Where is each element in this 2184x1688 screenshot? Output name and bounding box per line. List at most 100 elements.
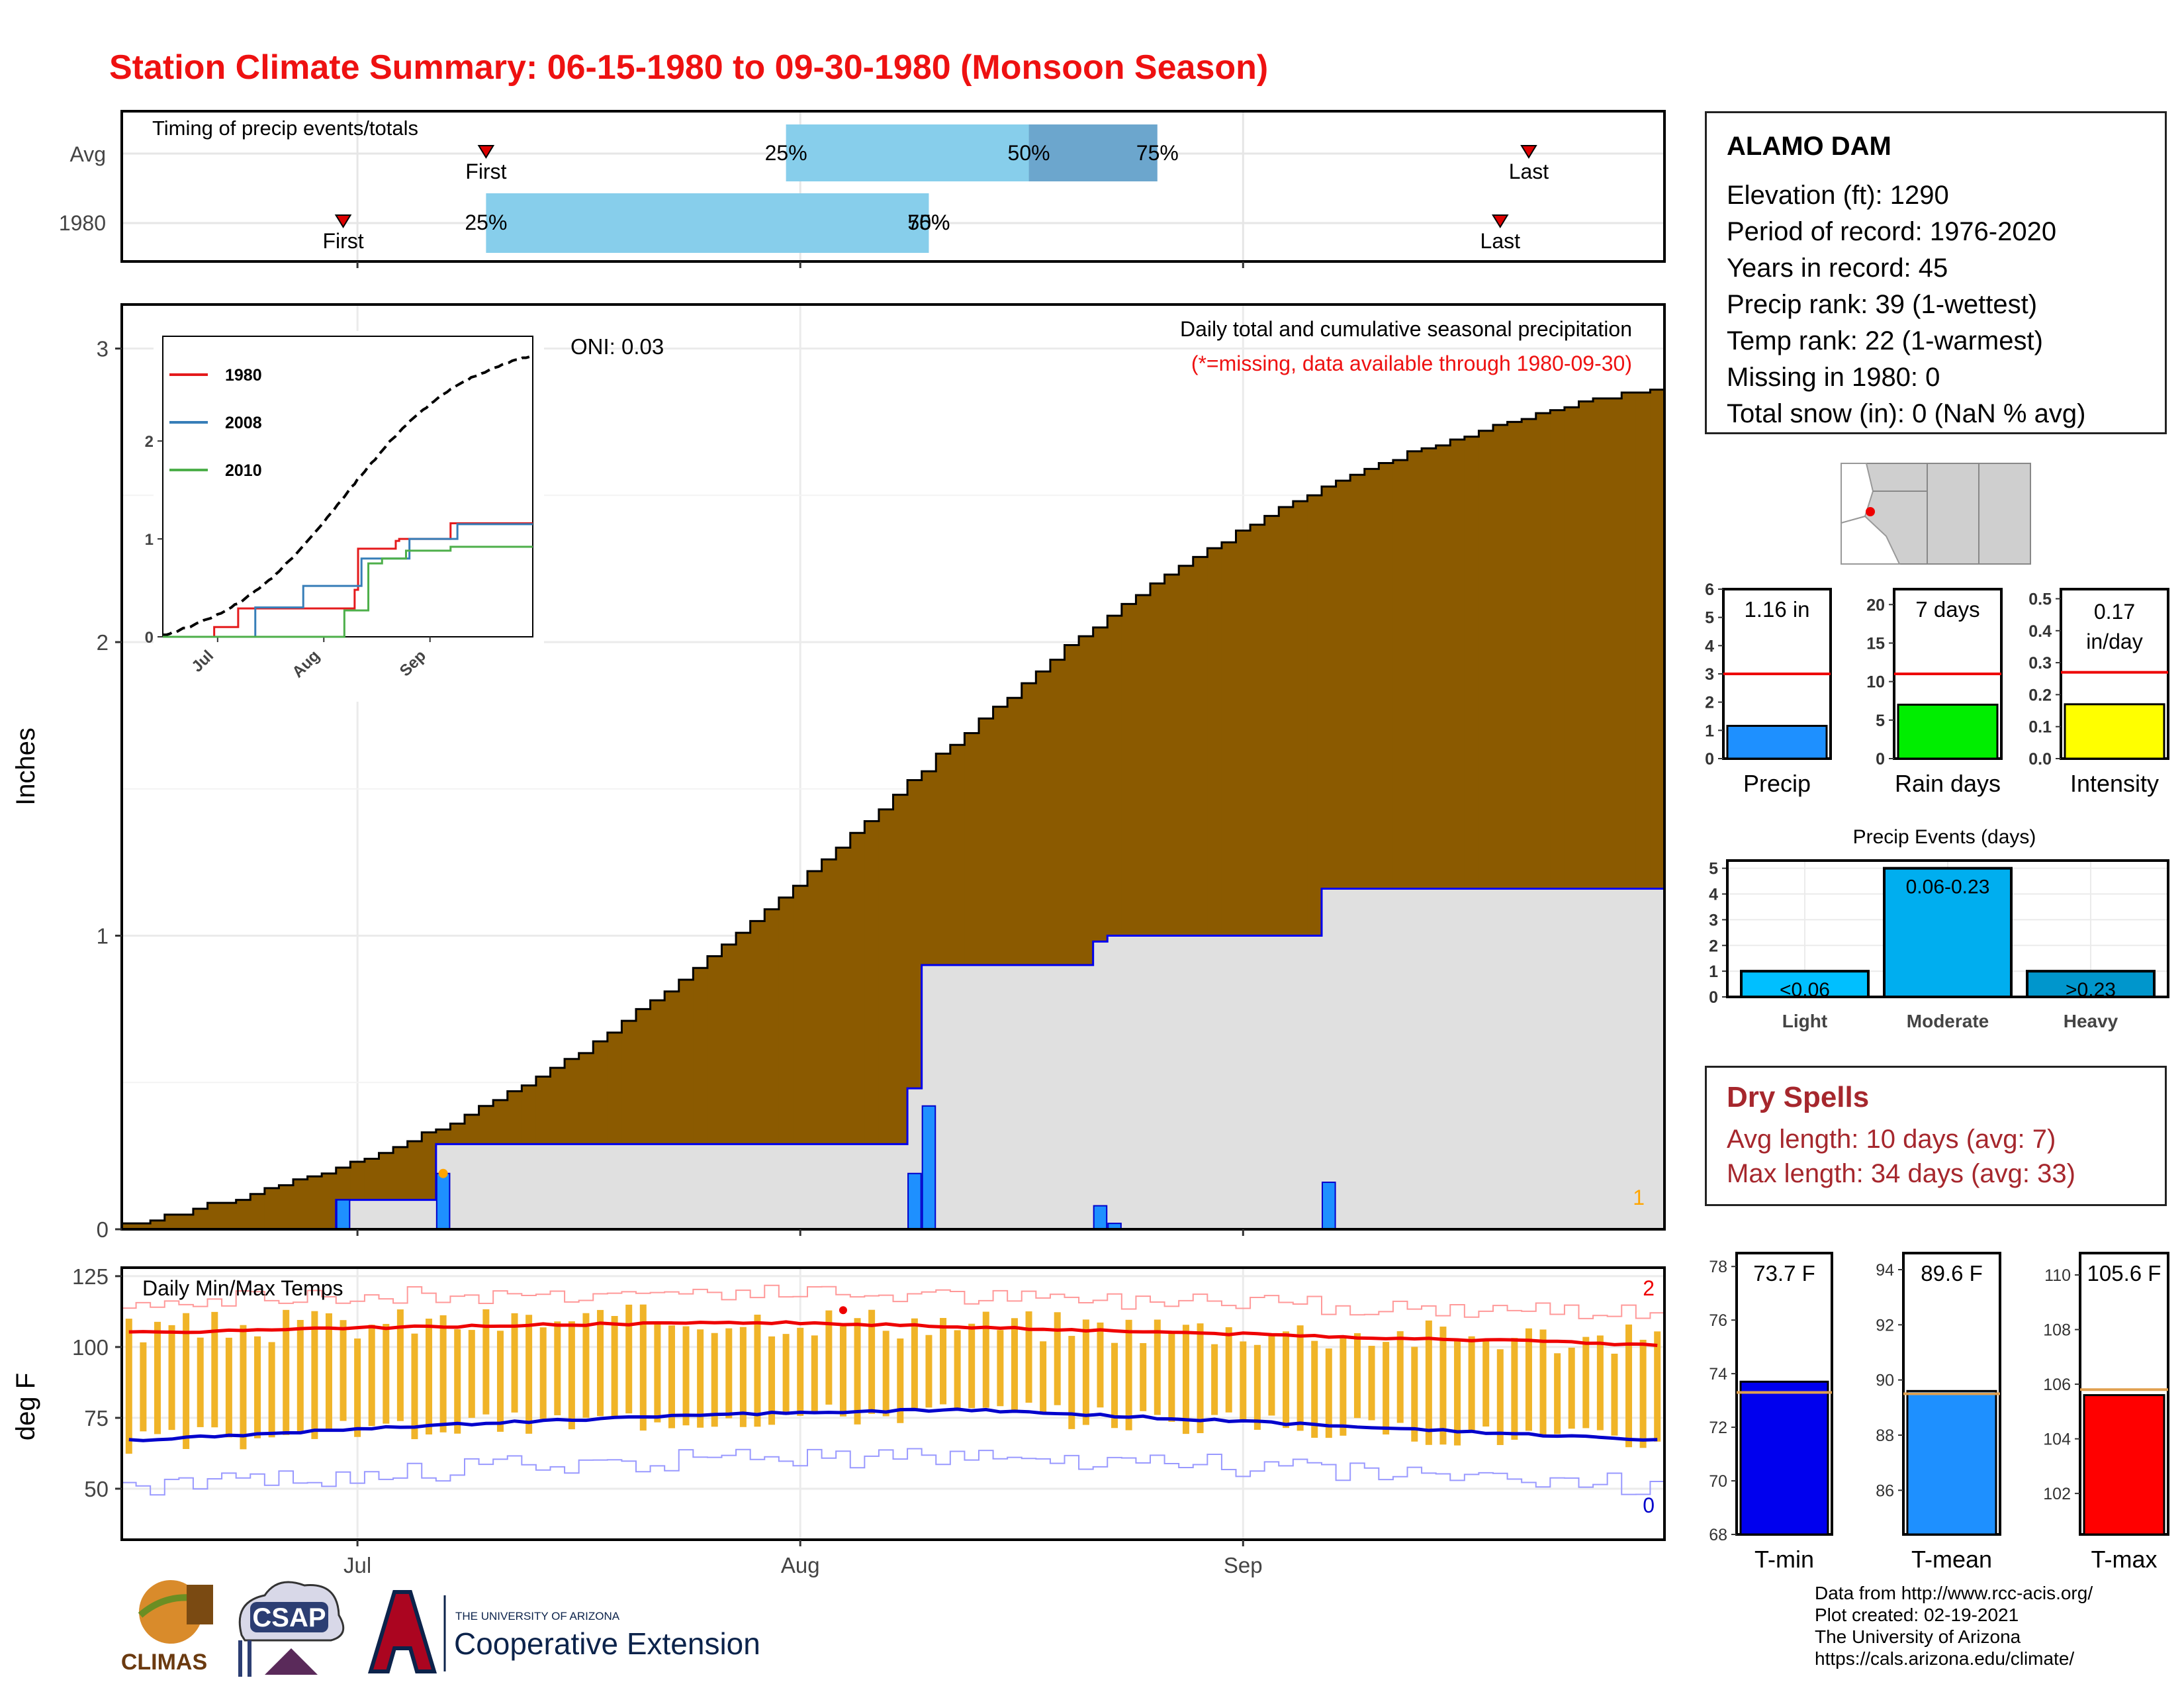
timing-1980-last-marker xyxy=(1492,214,1509,228)
main-missing-note: (*=missing, data available through 1980-… xyxy=(1191,352,1632,375)
deficit-area-segment xyxy=(1593,398,1608,889)
raindays-summary-tick-label: 5 xyxy=(1876,712,1885,730)
deficit-area-segment xyxy=(1650,389,1665,889)
station-info-box: ALAMO DAM Elevation (ft): 1290 Period of… xyxy=(1705,111,2167,434)
precip-events-tick-label: 0 xyxy=(1709,988,1718,1007)
deficit-area-segment xyxy=(322,1173,337,1229)
deficit-area-segment xyxy=(650,1000,665,1145)
deficit-area-segment xyxy=(936,753,951,965)
credits: Data from http://www.rcc-acis.org/ Plot … xyxy=(1815,1582,2093,1669)
daily-temp-range-bar xyxy=(697,1329,704,1428)
deficit-area-segment xyxy=(807,870,823,1145)
daily-temp-range-bar xyxy=(211,1311,218,1428)
timing-avg-first-marker xyxy=(477,145,495,159)
deficit-area-segment xyxy=(707,956,723,1145)
deficit-area-segment xyxy=(721,944,737,1145)
deficit-area-segment xyxy=(1493,424,1508,889)
precip-events-tick-label: 4 xyxy=(1709,886,1718,904)
temp-min-summary-tick-label: 76 xyxy=(1709,1311,1727,1330)
precip-events-bar xyxy=(1883,867,2013,999)
deficit-area-segment xyxy=(350,1161,365,1200)
precip-events-bar xyxy=(2026,970,2156,999)
daily-temp-range-bar xyxy=(168,1325,175,1430)
precip-events-tick-label: 5 xyxy=(1709,860,1718,878)
deficit-area-segment xyxy=(693,968,708,1145)
station-elevation: Elevation (ft): 1290 xyxy=(1727,181,1949,210)
locator-map-mexico xyxy=(1841,515,1901,565)
daily-temp-range-bar xyxy=(1411,1346,1418,1442)
daily-temp-range-bar xyxy=(1425,1320,1432,1445)
deficit-area-segment xyxy=(1136,595,1151,936)
daily-temp-range-bar xyxy=(1268,1335,1275,1416)
daily-temp-range-bar xyxy=(782,1334,790,1415)
precip-summary-tick-label: 0 xyxy=(1705,750,1714,769)
precip-summary-bar xyxy=(1726,725,1828,760)
daily-temp-range-bar xyxy=(811,1335,818,1414)
daily-temp-range-bar xyxy=(125,1319,132,1454)
daily-temp-range-bar xyxy=(1225,1327,1232,1413)
timing-1980-q75-label: 75% xyxy=(907,211,950,234)
raindays-summary-value-label: 7 days xyxy=(1915,597,1979,622)
timing-row-label-1980: 1980 xyxy=(59,211,106,235)
timing-1980-first-marker xyxy=(334,214,352,228)
timing-1980-quartile-bar xyxy=(486,193,929,253)
daily-temp-range-bar xyxy=(882,1331,889,1417)
inset-line-2008 xyxy=(163,523,533,638)
daily-temp-range-bar xyxy=(1439,1327,1447,1445)
csap-logo-text: CSAP xyxy=(252,1603,326,1632)
daily-temp-range-bar xyxy=(1154,1319,1161,1415)
daily-temp-range-bar xyxy=(468,1330,475,1418)
intensity-summary-tick-label: 0.1 xyxy=(2028,718,2052,737)
deficit-area-segment xyxy=(1322,486,1337,889)
deficit-area-segment xyxy=(379,1152,394,1200)
main-y-tick-label: 2 xyxy=(97,630,109,655)
daily-temp-range-bar xyxy=(454,1329,461,1434)
csap-logo-badge xyxy=(250,1602,328,1632)
daily-temp-range-bar xyxy=(668,1325,675,1429)
daily-temp-range-bar xyxy=(539,1327,547,1419)
daily-precip-bar xyxy=(1093,1205,1108,1230)
deficit-area-segment xyxy=(578,1053,594,1145)
main-y-tick-label: 0 xyxy=(97,1217,109,1242)
timing-avg-q75-label: 75% xyxy=(1136,141,1179,165)
deficit-area-segment xyxy=(1064,645,1079,965)
daily-temp-range-bar xyxy=(1311,1340,1318,1438)
deficit-area-segment xyxy=(1379,463,1394,889)
intensity-summary-bar xyxy=(2064,703,2165,760)
deficit-area-segment xyxy=(1036,671,1051,965)
daily-temp-range-bar xyxy=(225,1337,232,1438)
climas-logo-block xyxy=(187,1585,213,1624)
daily-temp-range-bar xyxy=(754,1315,761,1427)
deficit-area-segment xyxy=(1221,542,1237,936)
deficit-area-segment xyxy=(793,886,808,1145)
deficit-area-segment xyxy=(1464,436,1480,889)
temp-min-summary-tick-label: 78 xyxy=(1709,1258,1727,1276)
raindays-summary-axis-label: Rain days xyxy=(1895,770,2001,797)
climas-logo-text: CLIMAS xyxy=(121,1650,207,1675)
deficit-area-segment xyxy=(664,991,680,1145)
inset-legend-label: 2008 xyxy=(225,414,262,432)
main-y-tick-label: 3 xyxy=(97,337,109,361)
precip-events-bar-label: 0.06-0.23 xyxy=(1906,876,1990,898)
daily-temp-range-bar xyxy=(982,1311,989,1408)
daily-temp-range-bar xyxy=(1253,1344,1261,1430)
temp-min-summary-tick-label: 68 xyxy=(1709,1526,1727,1544)
inset-line-2010 xyxy=(163,545,533,638)
deficit-area-segment xyxy=(236,1199,251,1229)
deficit-area-segment xyxy=(1293,501,1308,936)
deficit-area-segment xyxy=(636,1009,651,1145)
deficit-area-segment xyxy=(1121,604,1137,936)
deficit-area-segment xyxy=(150,1220,165,1229)
deficit-area-segment xyxy=(1093,627,1108,942)
precip-events-category-label: Moderate xyxy=(1907,1011,1989,1031)
deficit-area-segment xyxy=(764,909,780,1145)
daily-temp-range-bar xyxy=(582,1313,590,1418)
deficit-area-segment xyxy=(893,794,908,1145)
timing-avg-last-marker xyxy=(1520,145,1537,159)
deficit-area-segment xyxy=(1150,583,1165,936)
precip-events-category-label: Heavy xyxy=(2064,1011,2118,1031)
deficit-area-segment xyxy=(193,1208,208,1229)
daily-temp-range-bar xyxy=(1383,1342,1390,1435)
deficit-area-segment xyxy=(607,1032,623,1145)
daily-temp-range-bar xyxy=(1140,1342,1147,1411)
